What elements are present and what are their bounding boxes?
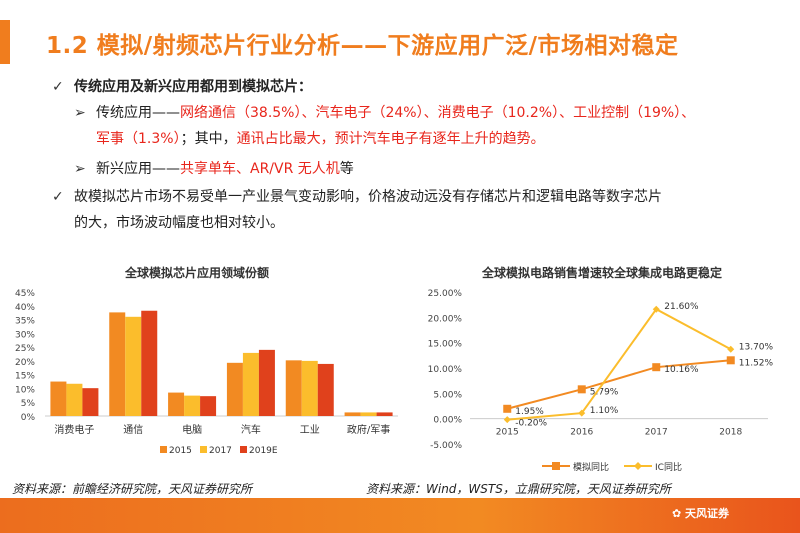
bar: [344, 412, 361, 416]
x-tick-label: 2017: [645, 428, 668, 438]
bar: [109, 312, 126, 416]
bullet-1a: ➢ 传统应用——网络通信（38.5%）、汽车电子（24%）、消费电子（10.2%）…: [74, 100, 754, 152]
legend-swatch: [160, 446, 167, 453]
data-point: [578, 409, 586, 417]
check-icon: ✓: [52, 189, 64, 205]
bar: [226, 362, 243, 416]
y-tick-label: 45%: [15, 289, 35, 299]
bar-chart-title: 全球模拟芯片应用领域份额: [125, 266, 270, 280]
x-tick-label: 消费电子: [54, 423, 94, 436]
x-tick-label: 通信: [123, 424, 143, 436]
data-label: 13.70%: [739, 342, 774, 352]
data-label: -0.20%: [515, 419, 547, 429]
data-label: 5.79%: [590, 387, 619, 397]
source-left: 资料来源：前瞻经济研究院，天风证券研究所: [12, 482, 253, 496]
x-tick-label: 电脑: [182, 423, 202, 436]
series-line: [507, 307, 732, 421]
x-tick-label: 2018: [719, 428, 742, 438]
legend-label: 2017: [209, 446, 232, 456]
bar: [66, 383, 83, 416]
x-tick-label: 2016: [570, 428, 593, 438]
data-point: [577, 385, 586, 394]
data-label: 1.95%: [515, 407, 544, 417]
bullet-1b: ➢ 新兴应用——共享单车、AR/VR 无人机等: [74, 156, 354, 182]
source-right: 资料来源：Wind，WSTS，立鼎研究院，天风证券研究所: [366, 482, 671, 496]
bar: [50, 381, 67, 416]
y-tick-label: 25%: [15, 344, 35, 354]
y-tick-label: 5.00%: [433, 390, 462, 400]
bar: [285, 360, 302, 416]
bar-chart: 0% 5% 10% 15% 20% 25% 30% 35% 40% 45% 消费电子 通信 电脑 汽车 工业…: [15, 289, 398, 456]
footer-bar: [0, 498, 800, 533]
data-point: [652, 363, 661, 372]
legend-marker: [634, 462, 642, 470]
legend-marker: [552, 462, 560, 470]
bar: [141, 310, 158, 416]
x-tick-label: 工业: [300, 424, 320, 436]
data-point: [652, 305, 660, 313]
y-tick-label: 15%: [15, 372, 35, 382]
legend-swatch: [240, 446, 247, 453]
x-tick-label: 汽车: [241, 423, 261, 436]
y-tick-label: 20.00%: [428, 314, 463, 324]
bar: [82, 388, 99, 416]
legend-label: 模拟同比: [573, 461, 609, 473]
check-icon: ✓: [52, 79, 64, 95]
y-tick-label: 30%: [15, 330, 35, 340]
page-title: 1.2 模拟/射频芯片行业分析——下游应用广泛/市场相对稳定: [46, 33, 679, 59]
y-tick-label: 35%: [15, 317, 35, 327]
y-tick-label: 10%: [15, 385, 35, 395]
line-chart: -5.00% 0.00% 5.00% 10.00% 15.00% 20.00% 25.00%…: [428, 289, 774, 473]
legend-label: 2015: [169, 446, 192, 456]
data-label: 11.52%: [739, 358, 774, 368]
x-tick-label: 政府/军事: [347, 423, 390, 436]
bar: [242, 352, 259, 416]
legend-label: 2019E: [249, 446, 278, 456]
y-tick-label: 0%: [21, 413, 36, 423]
bar: [360, 412, 377, 416]
series-line: [506, 359, 731, 410]
bar: [317, 363, 334, 416]
y-tick-label: 25.00%: [428, 289, 463, 299]
data-label: 21.60%: [664, 302, 699, 312]
data-point: [503, 416, 511, 424]
data-point: [726, 356, 735, 365]
y-tick-label: 10.00%: [428, 365, 463, 375]
y-tick-label: 0.00%: [433, 416, 462, 426]
bar: [168, 392, 185, 416]
bar: [184, 395, 201, 416]
line-chart-title: 全球模拟电路销售增速较全球集成电路更稳定: [482, 266, 723, 280]
accent-bar: [0, 20, 10, 64]
y-tick-label: 40%: [15, 303, 35, 313]
data-label: 10.16%: [664, 365, 699, 375]
data-label: 1.10%: [590, 406, 619, 416]
y-tick-label: 15.00%: [428, 340, 463, 350]
data-point: [727, 345, 735, 353]
bullet-2: ✓ 故模拟芯片市场不易受单一产业景气变动影响，价格波动远没有存储芯片和逻辑电路等数…: [52, 184, 662, 236]
arrow-icon: ➢: [74, 105, 86, 121]
arrow-icon: ➢: [74, 161, 86, 177]
y-tick-label: 5%: [21, 399, 36, 409]
legend-swatch: [200, 446, 207, 453]
bar: [125, 316, 142, 416]
legend-label: IC同比: [655, 461, 682, 473]
logo: ✿ 天风证券: [672, 507, 730, 520]
bar: [376, 412, 393, 416]
y-tick-label: -5.00%: [430, 441, 462, 451]
data-point: [503, 404, 512, 413]
bar: [200, 396, 217, 416]
bar: [301, 360, 318, 416]
x-tick-label: 2015: [496, 428, 519, 438]
y-tick-label: 20%: [15, 358, 35, 368]
bar: [258, 349, 275, 416]
bullet-1: ✓ 传统应用及新兴应用都用到模拟芯片：: [52, 74, 312, 100]
